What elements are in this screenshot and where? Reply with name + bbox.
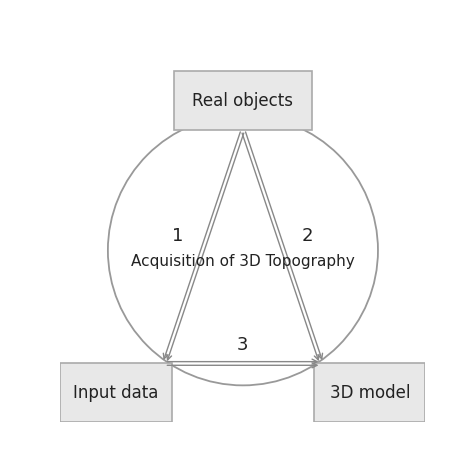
- Text: Input data: Input data: [73, 383, 159, 401]
- Text: Acquisition of 3D Topography: Acquisition of 3D Topography: [131, 254, 355, 269]
- Text: 2: 2: [302, 227, 313, 245]
- FancyBboxPatch shape: [61, 364, 172, 422]
- Text: 3: 3: [237, 336, 249, 354]
- Text: 3D model: 3D model: [329, 383, 410, 401]
- FancyBboxPatch shape: [314, 364, 425, 422]
- Text: 1: 1: [173, 227, 184, 245]
- FancyBboxPatch shape: [173, 72, 312, 130]
- Text: Real objects: Real objects: [192, 91, 293, 109]
